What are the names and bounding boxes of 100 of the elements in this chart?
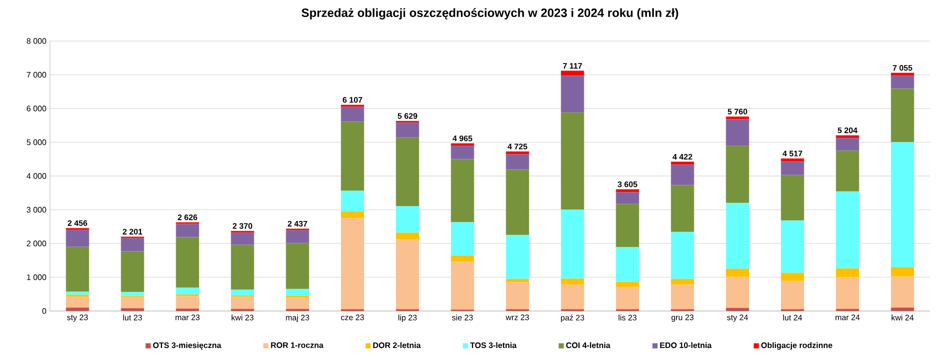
- x-tick-label: kwi 24: [892, 314, 914, 320]
- bar: [120, 308, 144, 312]
- y-tick-label: 7 000: [26, 72, 46, 78]
- x-tick-label: wrz 23: [506, 314, 529, 320]
- bar: [340, 122, 364, 191]
- total-label: 2 626: [178, 214, 198, 220]
- bar: [506, 151, 530, 155]
- bar: [890, 72, 914, 76]
- x-tick-label: cze 23: [341, 314, 364, 320]
- x-tick-label: lip 23: [398, 314, 417, 322]
- bar: [560, 76, 584, 113]
- bar: [890, 307, 914, 312]
- bar: [836, 138, 860, 151]
- bar: [506, 154, 530, 170]
- bar: [120, 292, 144, 296]
- bar: [176, 236, 200, 288]
- bar: [560, 112, 584, 210]
- total-label: 7 117: [563, 63, 582, 69]
- total-label: 2 437: [288, 220, 308, 227]
- y-tick-label: 4 000: [26, 173, 46, 179]
- x-tick-label: sty 23: [67, 314, 88, 322]
- bar: [120, 297, 144, 308]
- bar: [616, 192, 640, 204]
- bar: [890, 88, 914, 142]
- y-tick-label: 6 000: [26, 106, 46, 112]
- bar: [506, 169, 530, 236]
- bar: [616, 189, 640, 192]
- bar: [450, 146, 474, 160]
- x-tick-label: lut 24: [783, 314, 802, 320]
- bar: [836, 308, 860, 312]
- x-tick-label: gru 23: [671, 314, 694, 322]
- bar: [726, 268, 750, 278]
- bar: [176, 308, 200, 312]
- total-label: 2 456: [68, 220, 88, 226]
- x-tick-label: lis 23: [618, 314, 636, 320]
- total-label: 2 201: [122, 228, 142, 235]
- bar: [230, 308, 254, 312]
- bar: [286, 288, 310, 296]
- bar: [286, 308, 310, 312]
- bar: [560, 278, 584, 285]
- x-tick-label: kwi 23: [232, 314, 254, 320]
- bar: [286, 297, 310, 310]
- bar: [616, 247, 640, 282]
- bar: [836, 277, 860, 310]
- bar: [670, 278, 694, 285]
- x-tick-label: sty 24: [727, 314, 748, 322]
- bar: [66, 292, 90, 295]
- bar: [780, 174, 804, 221]
- bar: [340, 106, 364, 122]
- total-label: 7 055: [892, 65, 912, 71]
- bar: [726, 202, 750, 269]
- x-tick-label: paź 23: [561, 314, 584, 322]
- bar: [780, 272, 804, 282]
- legend-label: DOR 2-letnia: [373, 342, 421, 348]
- total-label: 2 370: [232, 223, 252, 229]
- x-tick-label: maj 23: [286, 314, 310, 322]
- legend-label: ROR 1-roczna: [271, 342, 324, 348]
- bar: [780, 280, 804, 310]
- legend-label: EDO 10-letnia: [660, 342, 712, 348]
- bar: [560, 284, 584, 310]
- x-tick-label: sie 23: [452, 314, 473, 320]
- bar: [450, 222, 474, 256]
- total-label: 4 725: [508, 144, 528, 150]
- bar: [230, 290, 254, 296]
- bar: [780, 161, 804, 176]
- bar: [890, 276, 914, 308]
- y-tick-label: 3 000: [26, 206, 46, 213]
- bar: [230, 244, 254, 290]
- bar: [286, 230, 310, 244]
- bar: [450, 143, 474, 146]
- bar: [670, 284, 694, 310]
- bar: [506, 278, 530, 282]
- bar: [670, 232, 694, 280]
- bar: [176, 296, 200, 309]
- bar: [396, 137, 420, 207]
- bar: [396, 239, 420, 310]
- total-label: 3 605: [618, 181, 638, 188]
- bar: [560, 210, 584, 279]
- bar: [340, 190, 364, 212]
- total-label: 5 629: [398, 113, 418, 119]
- bar: [890, 142, 914, 268]
- total-label: 6 107: [342, 97, 362, 103]
- bar: [890, 266, 914, 277]
- bar: [286, 243, 310, 290]
- bar: [780, 158, 804, 162]
- bar: [560, 70, 584, 76]
- legend-label: OTS 3-miesięczna: [153, 342, 222, 350]
- y-tick-label: 8 000: [26, 38, 46, 44]
- bar: [726, 119, 750, 146]
- bar: [836, 135, 860, 138]
- bar: [66, 296, 90, 308]
- bar: [66, 246, 90, 292]
- bar: [836, 150, 860, 192]
- legend-label: Obligacje rodzinne: [761, 342, 832, 350]
- x-tick-label: mar 24: [836, 314, 860, 320]
- bar: [506, 282, 530, 310]
- total-label: 5 204: [838, 128, 858, 134]
- y-tick-label: 5 000: [26, 139, 46, 146]
- total-label: 4 965: [452, 136, 472, 142]
- bar: [616, 282, 640, 288]
